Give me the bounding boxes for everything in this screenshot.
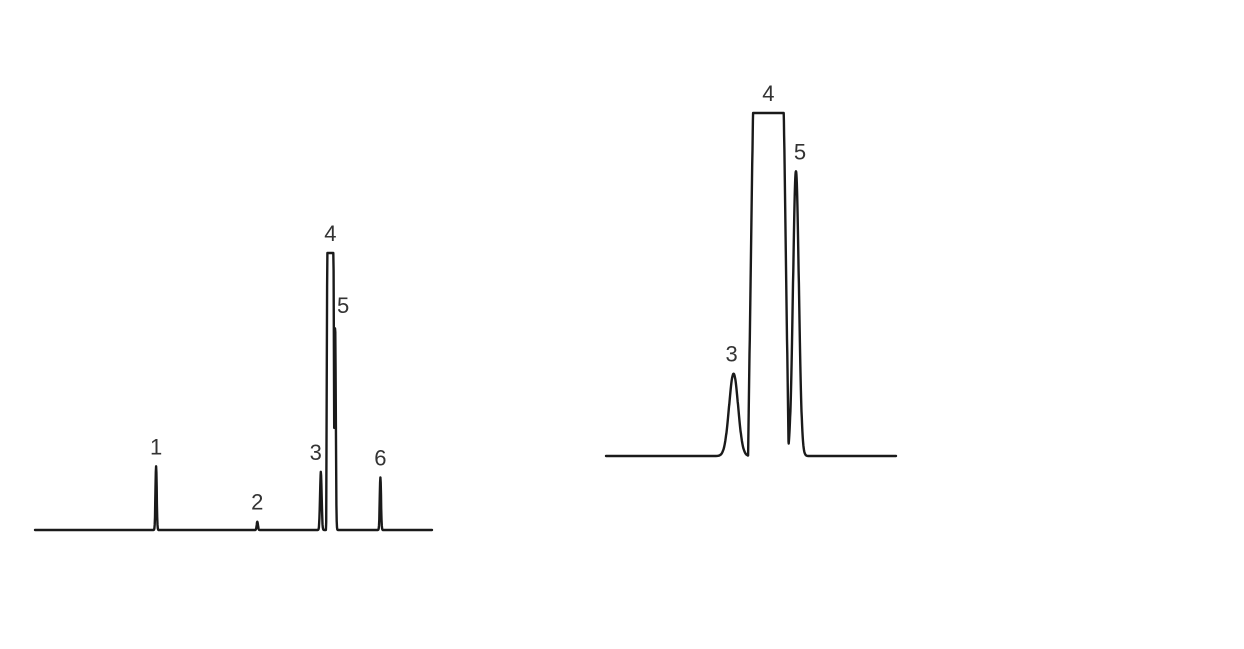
peak-label-3: 3	[725, 342, 737, 367]
peak-label-4: 4	[324, 221, 336, 246]
chromatogram-zoom-trace	[604, 111, 898, 458]
peak-label-3: 3	[310, 440, 322, 465]
peak-label-1: 1	[150, 434, 162, 459]
peak-label-2: 2	[251, 490, 263, 515]
chromatogram-full: 1 2 3 4 5 6	[33, 221, 434, 532]
chromatogram-zoom: 3 4 5	[604, 81, 898, 458]
chromatogram-zoom-peak-labels: 3 4 5	[725, 81, 806, 367]
peak-label-5: 5	[337, 293, 349, 318]
peak-label-6: 6	[374, 445, 386, 470]
peak-label-4: 4	[762, 81, 774, 106]
chromatogram-full-trace	[33, 251, 434, 532]
chromatogram-full-peak-labels: 1 2 3 4 5 6	[150, 221, 387, 515]
peak-label-5: 5	[794, 139, 806, 164]
